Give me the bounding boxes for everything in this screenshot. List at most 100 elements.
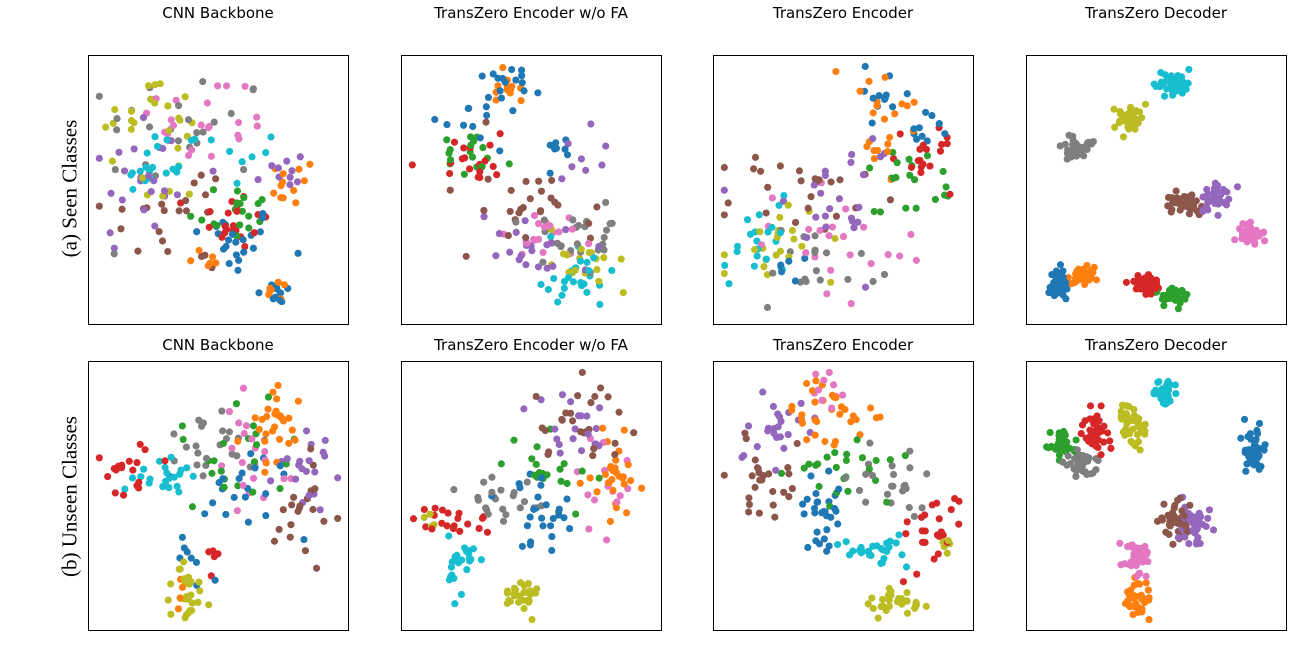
scatter-point-class-5 xyxy=(748,472,756,480)
scatter-point-class-4 xyxy=(543,264,551,272)
scatter-point-class-5 xyxy=(522,177,530,186)
scatter-point-class-3 xyxy=(95,454,103,462)
scatter-point-class-3 xyxy=(210,553,218,561)
scatter-point-class-2 xyxy=(923,152,932,160)
scatter-point-class-7 xyxy=(763,303,772,312)
scatter-point-class-1 xyxy=(620,426,628,434)
scatter-point-class-5 xyxy=(294,507,302,515)
scatter-point-class-7 xyxy=(499,517,508,525)
scatter-point-class-8 xyxy=(205,601,213,609)
scatter-point-class-1 xyxy=(797,415,806,423)
scatter-point-class-7 xyxy=(811,248,819,256)
scatter-point-class-3 xyxy=(1145,281,1153,289)
scatter-point-class-0 xyxy=(209,499,217,507)
scatter-point-class-0 xyxy=(820,508,829,516)
scatter-point-class-7 xyxy=(1061,140,1069,148)
scatter-point-class-2 xyxy=(556,465,564,473)
scatter-point-class-1 xyxy=(867,404,875,412)
scatter-point-class-0 xyxy=(180,544,188,552)
scatter-point-class-9 xyxy=(163,136,171,144)
scatter-point-class-6 xyxy=(203,99,211,107)
scatter-point-class-9 xyxy=(869,542,877,550)
scatter-point-class-2 xyxy=(823,453,831,461)
scatter-point-class-8 xyxy=(1116,117,1124,125)
scatter-point-class-9 xyxy=(183,464,191,472)
scatter-point-class-4 xyxy=(587,120,595,128)
scatter-point-class-6 xyxy=(584,240,593,248)
scatter-point-class-9 xyxy=(189,472,197,480)
scatter-point-class-4 xyxy=(859,171,868,179)
scatter-point-class-1 xyxy=(1134,579,1142,588)
scatter-point-class-4 xyxy=(744,422,753,430)
scatter-point-class-4 xyxy=(1181,533,1189,541)
scatter-point-class-5 xyxy=(836,176,844,184)
scatter-point-class-4 xyxy=(1203,203,1211,212)
scatter-point-class-2 xyxy=(939,167,947,176)
scatter-point-class-3 xyxy=(438,506,447,514)
scatter-point-class-3 xyxy=(955,520,963,528)
scatter-point-class-0 xyxy=(903,90,911,98)
scatter-point-class-6 xyxy=(1144,558,1152,566)
scatter-point-class-4 xyxy=(602,142,610,150)
scatter-point-class-1 xyxy=(251,414,259,422)
scatter-point-class-7 xyxy=(192,442,200,450)
scatter-point-class-4 xyxy=(1223,188,1231,196)
scatter-point-class-1 xyxy=(279,170,287,178)
scatter-point-class-0 xyxy=(225,259,233,268)
scatter-point-class-6 xyxy=(896,252,904,260)
scatter-point-class-6 xyxy=(167,116,175,124)
scatter-point-class-7 xyxy=(602,226,611,234)
scatter-point-class-4 xyxy=(302,427,311,435)
scatter-point-class-5 xyxy=(522,234,530,242)
scatter-point-class-1 xyxy=(620,480,628,488)
scatter-point-class-3 xyxy=(899,578,908,586)
scatter-point-class-2 xyxy=(1158,295,1166,303)
scatter-point-class-8 xyxy=(1119,428,1127,436)
scatter-point-class-5 xyxy=(1172,187,1180,195)
scatter-panel-unseen-enc-wofa xyxy=(401,361,662,631)
scatter-point-class-0 xyxy=(875,92,883,100)
scatter-point-class-3 xyxy=(450,138,459,146)
scatter-point-class-5 xyxy=(287,521,295,529)
scatter-point-class-6 xyxy=(568,225,576,233)
scatter-point-class-1 xyxy=(278,178,287,186)
scatter-point-class-9 xyxy=(1168,86,1176,94)
scatter-point-class-8 xyxy=(1129,440,1137,448)
scatter-point-class-5 xyxy=(320,517,328,525)
scatter-point-class-4 xyxy=(311,468,319,476)
scatter-point-class-0 xyxy=(484,93,493,101)
scatter-point-class-4 xyxy=(558,391,567,399)
scatter-point-class-3 xyxy=(474,173,482,181)
scatter-point-class-6 xyxy=(590,496,599,504)
scatter-point-class-9 xyxy=(544,285,552,294)
scatter-point-class-1 xyxy=(837,403,845,411)
scatter-point-class-5 xyxy=(578,368,586,377)
scatter-point-class-0 xyxy=(294,249,302,257)
scatter-point-class-8 xyxy=(195,578,203,586)
scatter-point-class-4 xyxy=(1216,192,1224,200)
scatter-point-class-6 xyxy=(867,260,875,268)
scatter-point-class-0 xyxy=(804,543,812,552)
scatter-point-class-2 xyxy=(217,467,225,475)
scatter-point-class-9 xyxy=(454,559,462,567)
scatter-point-class-8 xyxy=(897,595,906,603)
scatter-point-class-9 xyxy=(902,563,911,571)
scatter-point-class-0 xyxy=(241,493,249,501)
scatter-point-class-2 xyxy=(842,456,850,465)
scatter-point-class-3 xyxy=(206,208,214,216)
scatter-point-class-4 xyxy=(95,154,103,162)
scatter-point-class-5 xyxy=(765,470,773,478)
scatter-point-class-6 xyxy=(239,384,248,392)
scatter-point-class-9 xyxy=(1171,381,1179,389)
scatter-point-class-2 xyxy=(276,484,284,493)
scatter-point-class-6 xyxy=(805,225,813,233)
scatter-point-class-8 xyxy=(510,584,519,592)
scatter-point-class-2 xyxy=(245,224,253,232)
scatter-point-class-5 xyxy=(785,493,793,501)
scatter-point-class-8 xyxy=(167,610,175,618)
scatter-point-class-0 xyxy=(1062,279,1070,287)
scatter-point-class-1 xyxy=(821,437,829,446)
scatter-point-class-1 xyxy=(262,459,270,467)
scatter-point-class-3 xyxy=(930,555,938,563)
scatter-point-class-6 xyxy=(235,419,243,427)
